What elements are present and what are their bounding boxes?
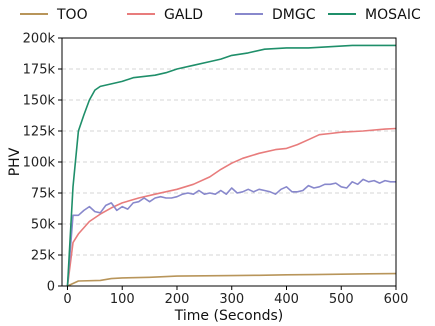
- x-axis-title: Time (Seconds): [174, 308, 283, 324]
- series-line-too: [67, 272, 397, 287]
- y-tick-label: 100k: [23, 156, 56, 171]
- x-tick-label: 300: [219, 292, 244, 307]
- x-axis-ticks: 0 100 200 300 400 500 600: [63, 286, 408, 307]
- x-tick-label: 200: [165, 292, 190, 307]
- legend-label-dmgc: DMGC: [272, 7, 316, 23]
- series-line-dmgc: [66, 178, 396, 287]
- y-tick-label: 50k: [31, 218, 56, 233]
- series-line-mosaic: [66, 44, 396, 287]
- gridlines: [62, 68, 396, 256]
- y-tick-label: 25k: [31, 249, 56, 264]
- series-line-gald: [66, 127, 397, 287]
- y-tick-label: 75k: [31, 187, 56, 202]
- legend-label-mosaic: MOSAIC: [365, 7, 421, 23]
- x-tick-label: 0: [63, 292, 71, 307]
- y-tick-label: 125k: [23, 125, 56, 140]
- x-tick-label: 600: [384, 292, 409, 307]
- y-tick-label: 150k: [23, 94, 56, 109]
- series-lines: [66, 44, 397, 287]
- x-tick-label: 100: [110, 292, 135, 307]
- y-tick-label: 200k: [23, 32, 56, 47]
- y-tick-label: 175k: [23, 63, 56, 78]
- y-tick-label: 0: [47, 280, 55, 295]
- legend: TOO GALD DMGC MOSAIC: [20, 7, 421, 23]
- y-axis-ticks: 0 25k 50k 75k 100k 125k 150k 175k 200k: [23, 32, 62, 295]
- x-tick-label: 500: [329, 292, 354, 307]
- x-tick-label: 400: [274, 292, 299, 307]
- legend-label-too: TOO: [56, 7, 88, 23]
- legend-label-gald: GALD: [164, 7, 203, 23]
- y-axis-title: PHV: [7, 147, 23, 176]
